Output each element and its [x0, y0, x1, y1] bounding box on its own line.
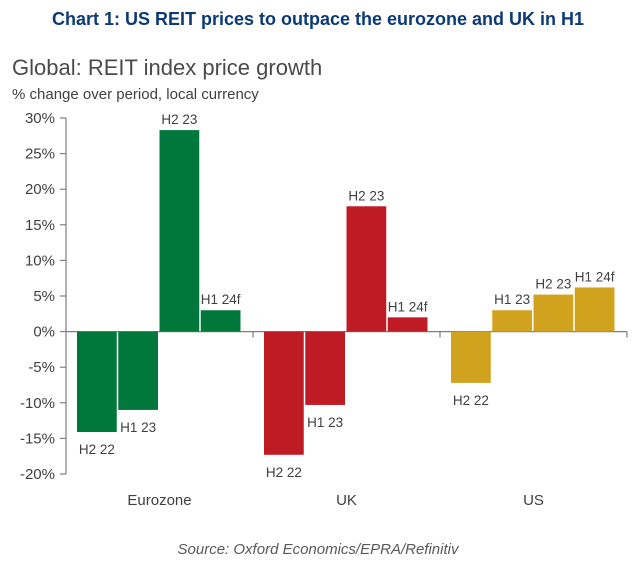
x-axis: Eurozone UK US	[66, 331, 628, 509]
category-label: Eurozone	[127, 492, 191, 509]
bar-data-label: H2 23	[348, 188, 384, 203]
bar	[346, 206, 387, 332]
bar	[118, 331, 158, 410]
y-tick-label: -15%	[20, 430, 55, 447]
bar-data-label: H2 22	[266, 465, 302, 480]
bar-data-label: H1 24f	[575, 269, 615, 284]
bar	[305, 331, 345, 405]
bar	[574, 287, 615, 332]
bars	[77, 130, 615, 455]
bar	[200, 310, 241, 332]
bar	[387, 317, 428, 332]
bar-data-label: H1 23	[120, 420, 156, 435]
category-label: UK	[336, 492, 357, 509]
y-tick-label: 0%	[33, 324, 55, 341]
bar-data-label: H2 23	[535, 277, 571, 292]
y-tick-label: 20%	[25, 181, 55, 198]
y-tick-label: 30%	[25, 110, 55, 127]
bar-data-label: H1 24f	[388, 299, 428, 314]
y-tick-label: -10%	[20, 395, 55, 412]
data-labels: H2 22 H1 23 H2 23 H1 24f H2 22 H1 23 H2 23 H1 2…	[79, 112, 615, 480]
y-tick-label: 25%	[25, 146, 55, 163]
chart-title: Global: REIT index price growth	[12, 55, 323, 80]
y-tick-label: -5%	[28, 359, 55, 376]
bar	[451, 331, 491, 383]
category-label: US	[523, 492, 544, 509]
chart-subtitle: % change over period, local currency	[12, 86, 259, 103]
y-tick-label: 15%	[25, 217, 55, 234]
figure-title: Chart 1: US REIT prices to outpace the e…	[51, 9, 585, 29]
bar	[533, 294, 574, 332]
bar-data-label: H2 22	[453, 393, 489, 408]
bar-data-label: H1 24f	[201, 292, 241, 307]
bar-data-label: H1 23	[494, 292, 530, 307]
y-tick-label: -20%	[20, 466, 55, 483]
bar-data-label: H1 23	[307, 415, 343, 430]
bar	[77, 331, 117, 432]
y-axis: 30% 25% 20% 15% 10% 5% 0% -5% -10% -15% -20%	[20, 110, 67, 483]
bar-data-label: H2 22	[79, 442, 115, 457]
y-tick-label: 10%	[25, 252, 55, 269]
source-note: Source: Oxford Economics/EPRA/Refinitiv	[177, 541, 459, 558]
bar	[159, 130, 200, 332]
y-tick-label: 5%	[33, 288, 55, 305]
bar	[264, 331, 304, 455]
bar	[492, 310, 532, 332]
bar-data-label: H2 23	[161, 112, 197, 127]
